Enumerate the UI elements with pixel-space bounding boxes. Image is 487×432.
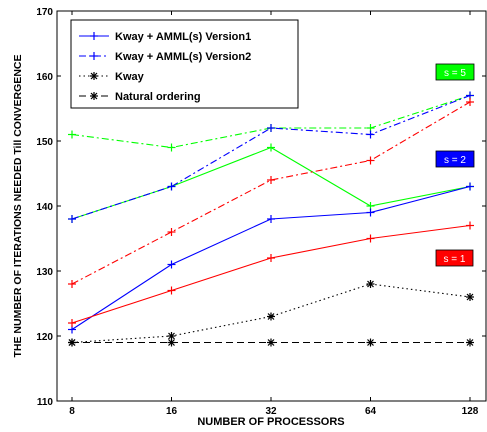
series-s1-version2	[68, 98, 474, 288]
data-point	[267, 176, 275, 184]
annotations: s = 5 s = 2 s = 1	[435, 63, 475, 267]
annotation-box	[435, 63, 475, 81]
annotation-tag: s = 2	[435, 150, 475, 168]
data-point	[167, 228, 176, 236]
y-tick-label: 110	[37, 397, 54, 408]
data-point	[466, 182, 474, 191]
data-point	[167, 338, 176, 347]
legend-entry: Kway + AMML(s) Version2	[79, 51, 251, 63]
legend-marker	[90, 52, 98, 60]
annotation-box	[435, 249, 474, 267]
x-tick-label: 64	[365, 406, 377, 417]
data-point	[68, 215, 76, 223]
annotation-label: s = 1	[444, 254, 466, 265]
x-tick-label: 128	[462, 406, 479, 417]
annotation-tag: s = 5	[435, 63, 475, 81]
data-point	[466, 98, 474, 106]
annotation-tag: s = 1	[435, 249, 474, 267]
plot-area: 110 120 130 140 150 160 170 8 16 32 64 128	[36, 7, 487, 417]
data-point	[167, 260, 176, 269]
legend-marker	[90, 92, 98, 100]
data-point	[167, 182, 176, 191]
legend-entry: Natural ordering	[79, 91, 201, 103]
y-tick-label: 120	[36, 332, 53, 343]
data-point	[68, 319, 76, 327]
data-point	[167, 143, 176, 152]
legend-label: Natural ordering	[115, 91, 201, 103]
series-natural-ordering	[68, 338, 474, 347]
legend: Kway + AMML(s) Version1 Kway + AMML(s) Ve…	[70, 19, 299, 109]
data-point	[466, 338, 474, 347]
data-point	[267, 338, 275, 347]
x-axis-label: NUMBER OF PROCESSORS	[197, 416, 344, 428]
series-s2-version1	[68, 182, 474, 334]
x-tick-label: 8	[69, 406, 75, 417]
data-point	[68, 338, 76, 347]
series-line	[71, 101, 471, 285]
series-s2-version2	[68, 91, 474, 223]
legend-label: Kway + AMML(s) Version1	[115, 31, 251, 43]
legend-label: Kway + AMML(s) Version2	[115, 51, 251, 63]
y-tick-label: 130	[36, 267, 53, 278]
data-point	[366, 208, 375, 217]
annotation-box	[435, 150, 475, 168]
annotation-label: s = 2	[444, 155, 466, 166]
data-point	[267, 312, 275, 321]
y-tick-label: 160	[36, 72, 53, 83]
data-point	[366, 280, 375, 288]
data-point	[366, 338, 375, 347]
annotation-label: s = 5	[444, 68, 466, 79]
legend-box	[70, 19, 299, 109]
data-point	[366, 156, 375, 165]
data-point	[267, 215, 275, 223]
data-point	[68, 280, 76, 288]
x-tick-label: 16	[166, 406, 178, 417]
y-tick-label: 150	[36, 137, 53, 148]
legend-label: Kway	[115, 71, 145, 83]
y-tick-label: 170	[36, 7, 53, 18]
y-tick-label: 140	[36, 202, 53, 213]
legend-entry: Kway	[79, 71, 145, 83]
data-point	[68, 130, 76, 139]
data-point	[267, 143, 275, 152]
data-point	[366, 130, 375, 139]
data-point	[466, 293, 474, 301]
data-point	[366, 234, 375, 243]
series-line	[71, 224, 471, 324]
data-point	[267, 124, 275, 132]
data-point	[466, 221, 474, 230]
legend-entry: Kway + AMML(s) Version1	[79, 31, 251, 43]
series-s1-version1	[68, 221, 474, 327]
x-tick-label: 32	[265, 406, 277, 417]
data-point	[167, 286, 176, 295]
y-axis-label: THE NUMBER OF ITERATIONS NEEDED Till CON…	[12, 55, 24, 358]
legend-marker	[90, 72, 98, 80]
legend-marker	[90, 32, 98, 40]
series-kway	[68, 280, 474, 347]
series-line	[71, 94, 471, 220]
data-point	[267, 254, 275, 262]
